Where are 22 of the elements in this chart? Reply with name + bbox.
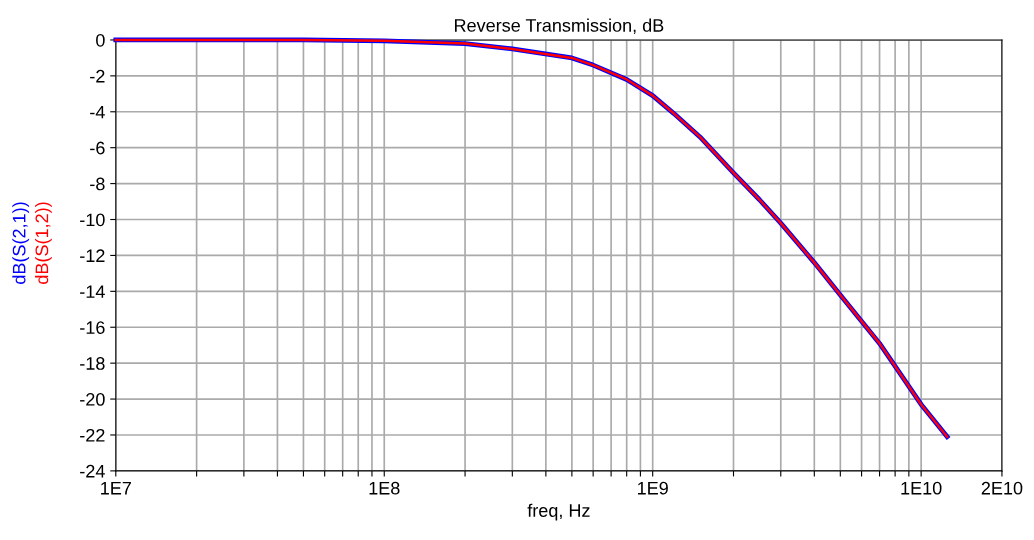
- x-tick-label: 1E9: [638, 481, 668, 495]
- y-tick-label: -22: [80, 428, 105, 442]
- x-tick-label: 1E10: [901, 481, 942, 495]
- x-tick-label: 1E7: [101, 481, 131, 495]
- x-tick-label: 2E10: [981, 481, 1023, 495]
- y-tick-label: -20: [80, 392, 105, 406]
- x-tick-label: 1E8: [369, 481, 400, 495]
- y-tick-label: -18: [80, 357, 105, 370]
- y-tick-label: -24: [80, 464, 105, 478]
- y-tick-label: -8: [90, 177, 105, 191]
- y-tick-label: -12: [80, 249, 105, 262]
- y-tick-label: -4: [90, 105, 105, 119]
- text: dB(S(2,1)): [12, 202, 30, 284]
- chart-title: Reverse Transmission, dB: [455, 18, 664, 34]
- text: dB(S(1,2)): [35, 202, 52, 284]
- y-tick-label: -6: [90, 141, 105, 155]
- x-axis-title: freq, Hz: [527, 503, 590, 521]
- y-tick-label: -16: [80, 321, 105, 334]
- y-tick-label: -10: [80, 213, 105, 227]
- y-tick-label: 0: [96, 33, 105, 47]
- y-tick-label: -2: [90, 69, 105, 83]
- y-tick-label: -14: [80, 285, 105, 298]
